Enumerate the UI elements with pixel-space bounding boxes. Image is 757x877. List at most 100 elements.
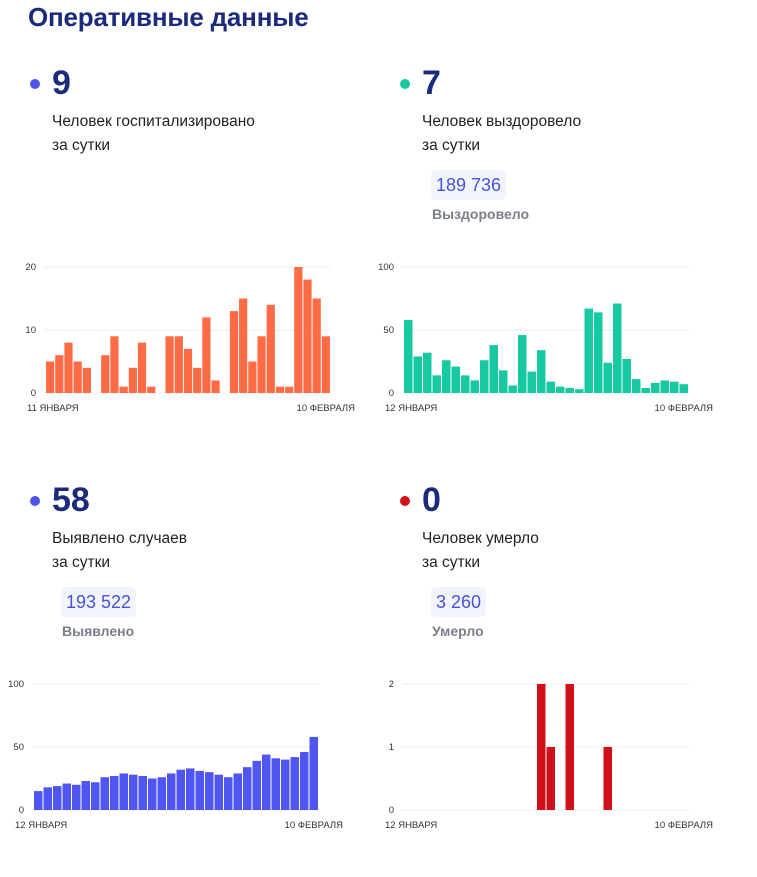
bar [546, 381, 555, 393]
bar [174, 336, 183, 393]
bar [527, 371, 536, 393]
total-badge: 3 260 [431, 587, 487, 617]
bar [321, 336, 330, 393]
bar-chart-deaths: 0 1 2 12 ЯНВАРЯ 10 ФЕВРАЛЯ [385, 679, 713, 831]
daily-value: 58 [52, 481, 90, 519]
bar [303, 279, 312, 393]
bar [62, 783, 71, 810]
bar [248, 361, 257, 393]
bar [157, 777, 166, 810]
y-tick-label: 0 [19, 805, 24, 816]
bar [404, 319, 413, 393]
bar [499, 370, 508, 393]
bar [82, 367, 91, 393]
total-badge: 189 736 [431, 170, 507, 200]
bar [34, 791, 43, 810]
bar [275, 386, 285, 393]
bar [91, 782, 100, 810]
bar [584, 308, 593, 393]
bar [565, 387, 574, 393]
x-start-label: 12 ЯНВАРЯ [385, 403, 437, 414]
bar [72, 784, 81, 810]
bar [214, 774, 223, 810]
y-tick-label: 50 [13, 742, 24, 753]
bar [594, 312, 603, 393]
bar [556, 386, 565, 393]
total-label: Выздоровело [432, 206, 530, 222]
bar [294, 267, 303, 393]
description: Выявлено случаев за сутки [52, 527, 187, 575]
description-line-1: Человек выздоровело [422, 113, 582, 130]
bar [119, 386, 128, 393]
bar [202, 317, 211, 393]
bar [641, 387, 650, 393]
bar [622, 358, 631, 393]
bar [613, 303, 622, 393]
page-title: Оперативные данные [28, 2, 309, 32]
bar [193, 367, 202, 393]
description-line-1: Человек госпитализировано [52, 113, 255, 130]
y-tick-label: 100 [378, 262, 394, 273]
bar-chart-cases: 0 50 100 12 ЯНВАРЯ 10 ФЕВРАЛЯ [8, 679, 344, 831]
y-tick-label: 0 [389, 388, 394, 399]
bar [128, 367, 137, 393]
bar [480, 360, 489, 393]
bar [537, 684, 546, 810]
x-end-label: 10 ФЕВРАЛЯ [655, 403, 714, 414]
x-end-label: 10 ФЕВРАЛЯ [285, 820, 344, 831]
bar [537, 350, 546, 393]
y-tick-label: 1 [389, 742, 394, 753]
bar [110, 775, 119, 810]
bar [679, 384, 688, 393]
bar-chart-recovered: 0 50 100 12 ЯНВАРЯ 10 ФЕВРАЛЯ [378, 262, 714, 414]
description-line-2: за сутки [52, 554, 111, 571]
bar [53, 786, 62, 810]
description-line-1: Человек умерло [422, 530, 539, 547]
description-line-2: за сутки [422, 137, 481, 154]
description: Человек умерло за сутки [422, 527, 539, 575]
bar [183, 348, 193, 393]
bar [81, 781, 90, 810]
panel-cases: 58 Выявлено случаев за сутки 193 522 Выя… [8, 477, 398, 877]
bar [432, 375, 441, 393]
bar [451, 366, 460, 393]
x-start-label: 12 ЯНВАРЯ [15, 820, 67, 831]
bar [413, 356, 422, 393]
bar [266, 304, 275, 393]
bar [290, 757, 299, 810]
bar [257, 336, 266, 393]
bar [281, 759, 290, 810]
bar [55, 355, 64, 393]
x-start-label: 11 ЯНВАРЯ [27, 403, 79, 414]
total-label: Умерло [432, 623, 484, 639]
bar [262, 754, 271, 810]
bar [229, 311, 239, 393]
bar [64, 342, 73, 393]
bar [660, 380, 669, 393]
bar [271, 758, 280, 810]
bar [46, 361, 55, 393]
bar [195, 770, 204, 810]
bar [603, 747, 612, 810]
bar [489, 345, 498, 393]
bar [110, 336, 119, 393]
bullet-dot-icon [400, 79, 410, 89]
total-badge: 193 522 [61, 587, 137, 617]
bar [129, 774, 138, 810]
bar [565, 684, 574, 810]
total-label: Выявлено [62, 623, 135, 639]
daily-value: 0 [422, 481, 441, 519]
bullet-dot-icon [30, 496, 40, 506]
daily-value: 9 [52, 64, 71, 102]
description-line-1: Выявлено случаев [52, 530, 187, 547]
bar [651, 382, 660, 393]
bar [137, 342, 147, 393]
description-line-2: за сутки [422, 554, 481, 571]
bar [518, 335, 527, 393]
y-tick-label: 20 [25, 262, 36, 273]
bar [670, 381, 679, 393]
panel-recovered: 7 Человек выздоровело за сутки 189 736 В… [378, 60, 757, 460]
y-tick-label: 10 [25, 325, 36, 336]
bar [603, 362, 612, 393]
y-tick-label: 0 [31, 388, 36, 399]
